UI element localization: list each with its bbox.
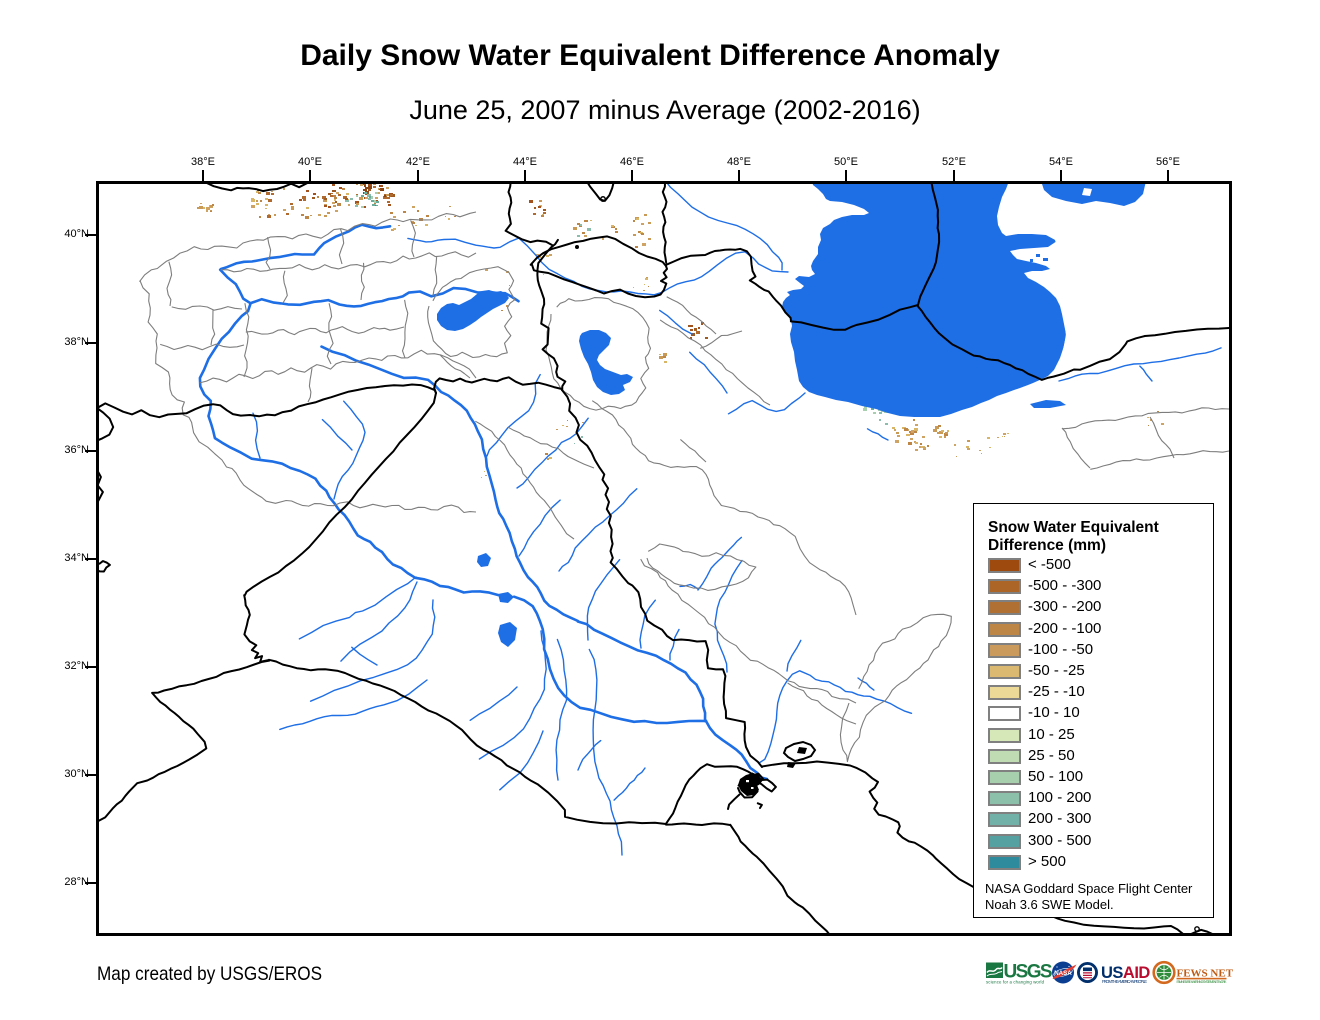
svg-text:FAMINE EARLY WARNING SYSTEMS N: FAMINE EARLY WARNING SYSTEMS NETWORK: [1177, 980, 1228, 984]
svg-text:FEWS NET: FEWS NET: [1177, 968, 1234, 980]
svg-text:USGS: USGS: [1004, 962, 1052, 983]
svg-text:FROM THE AMERICAN PEOPLE: FROM THE AMERICAN PEOPLE: [1102, 979, 1147, 984]
svg-text:USAID: USAID: [1101, 964, 1150, 982]
svg-text:science for a changing world: science for a changing world: [986, 980, 1045, 985]
svg-text:NASA: NASA: [1054, 970, 1072, 977]
